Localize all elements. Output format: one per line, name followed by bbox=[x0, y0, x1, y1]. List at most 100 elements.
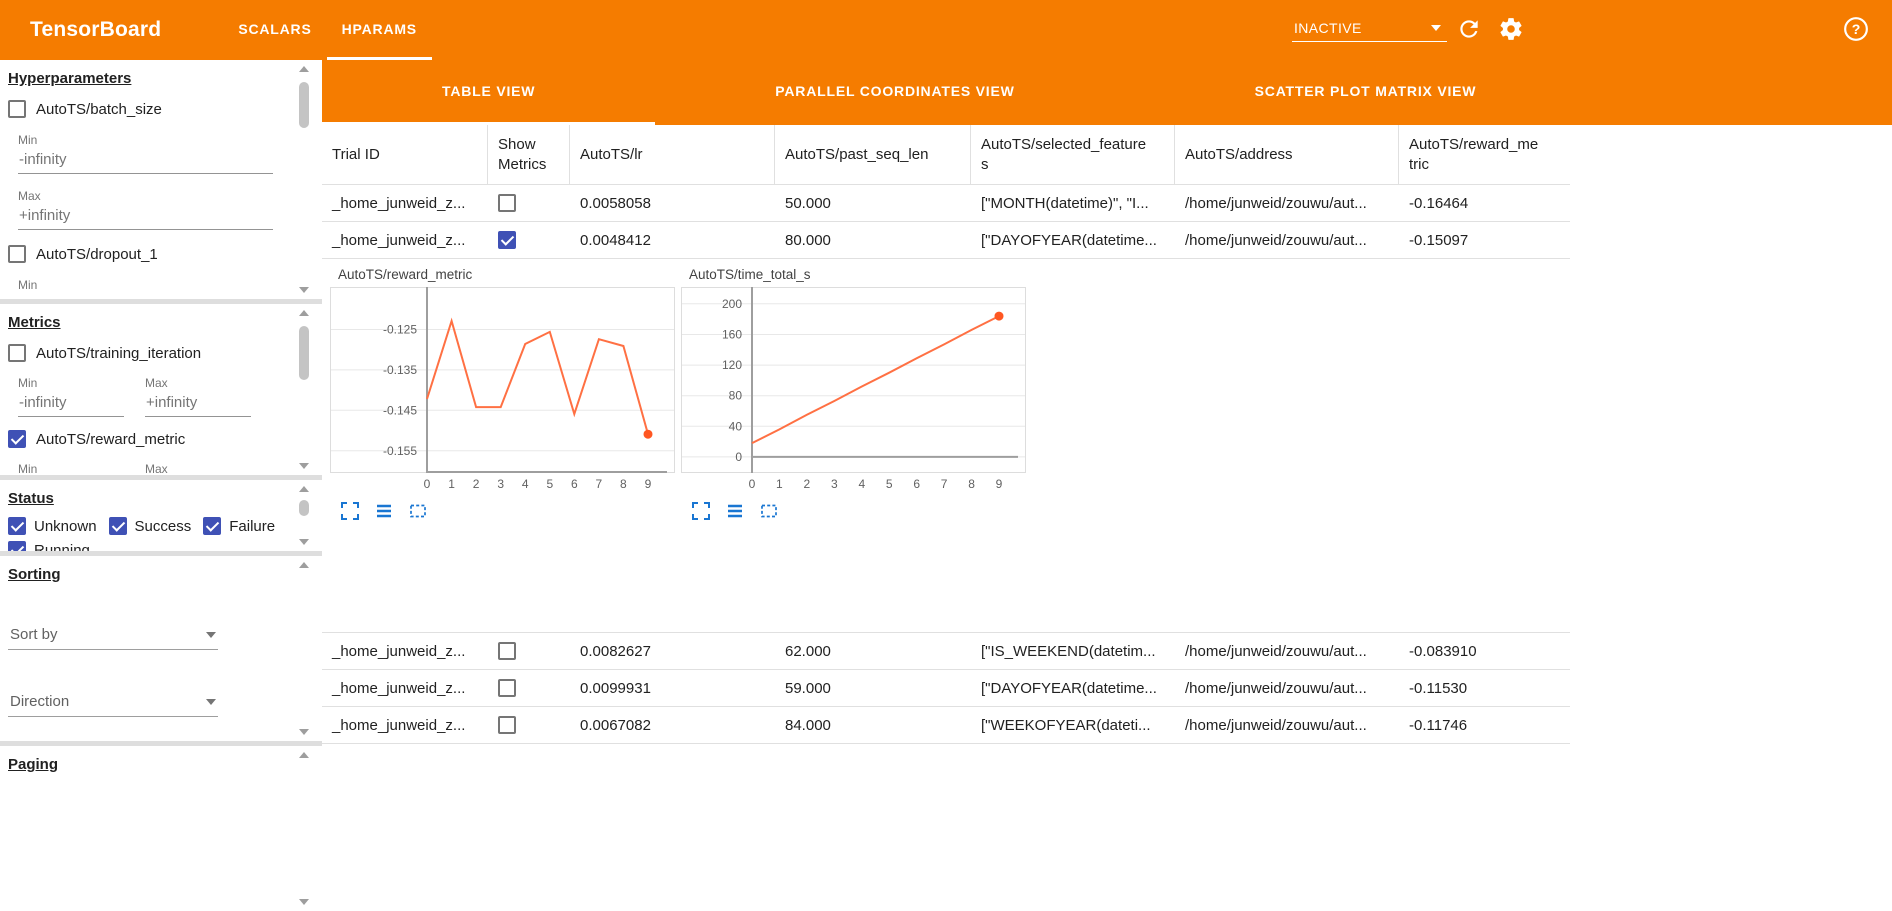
batch-size-min-input[interactable]: -infinity bbox=[18, 150, 273, 174]
main-content: TABLE VIEW PARALLEL COORDINATES VIEW SCA… bbox=[322, 60, 1892, 911]
scrollbar-thumb[interactable] bbox=[299, 500, 309, 516]
cell-show-metrics bbox=[488, 231, 570, 249]
chart-canvas[interactable]: 0 40 80 120 160 200 0 1 2 3 4 5 6 7 8 9 bbox=[681, 287, 1026, 489]
cell-past-seq-len: 80.000 bbox=[785, 231, 831, 249]
status-success-checkbox[interactable] bbox=[108, 517, 127, 535]
svg-text:4: 4 bbox=[522, 477, 529, 489]
min-max-fields: Min -infinity Max +infinity bbox=[8, 376, 292, 417]
direction-select[interactable]: Direction bbox=[8, 690, 218, 717]
scrollbar-thumb[interactable] bbox=[299, 326, 309, 380]
cell-selected-features: ["WEEKOFYEAR(dateti... bbox=[981, 716, 1151, 734]
scroll-up-icon[interactable] bbox=[299, 486, 309, 492]
show-metrics-checkbox[interactable] bbox=[498, 679, 516, 697]
app-toolbar: TensorBoard SCALARS HPARAMS INACTIVE ? bbox=[0, 0, 1892, 60]
status-option-running[interactable]: Running bbox=[8, 541, 90, 551]
hparam-dropout-row[interactable]: AutoTS/dropout_1 bbox=[8, 245, 292, 263]
metric-reward-row[interactable]: AutoTS/reward_metric bbox=[8, 430, 292, 448]
cell-trial-id: _home_junweid_z... bbox=[332, 679, 466, 697]
scrollbar-thumb[interactable] bbox=[299, 82, 309, 128]
refresh-icon bbox=[1460, 20, 1478, 38]
sorting-heading: Sorting bbox=[8, 566, 61, 583]
scroll-down-icon[interactable] bbox=[299, 463, 309, 469]
section-scrollbar[interactable] bbox=[298, 562, 310, 735]
sort-by-select[interactable]: Sort by bbox=[8, 623, 218, 650]
scroll-down-icon[interactable] bbox=[299, 287, 309, 293]
expand-icon[interactable] bbox=[340, 501, 360, 521]
show-metrics-checkbox[interactable] bbox=[498, 642, 516, 660]
show-metrics-checkbox[interactable] bbox=[498, 231, 516, 249]
status-option-unknown[interactable]: Unknown bbox=[8, 517, 97, 535]
scroll-down-icon[interactable] bbox=[299, 729, 309, 735]
marquee-zoom-icon[interactable] bbox=[408, 501, 428, 521]
sidebar-section-paging: Paging bbox=[0, 746, 322, 911]
session-metrics-detail-row: AutoTS/reward_metric -0.125 -0.135 -0.145-… bbox=[322, 259, 1570, 633]
section-scrollbar[interactable] bbox=[298, 66, 310, 293]
marquee-zoom-icon[interactable] bbox=[759, 501, 779, 521]
svg-text:2: 2 bbox=[473, 477, 480, 489]
svg-text:3: 3 bbox=[831, 477, 838, 489]
svg-text:200: 200 bbox=[722, 297, 742, 311]
status-option-failure[interactable]: Failure bbox=[203, 517, 275, 535]
status-unknown-checkbox[interactable] bbox=[8, 517, 26, 535]
settings-button[interactable] bbox=[1498, 16, 1524, 42]
cell-trial-id: _home_junweid_z... bbox=[332, 716, 466, 734]
tab-hparams[interactable]: HPARAMS bbox=[326, 0, 432, 60]
lines-icon[interactable] bbox=[725, 501, 745, 521]
status-running-checkbox[interactable] bbox=[8, 541, 26, 551]
status-option-success[interactable]: Success bbox=[108, 517, 191, 535]
svg-text:6: 6 bbox=[913, 477, 920, 489]
metric-reward-checkbox[interactable] bbox=[8, 430, 26, 448]
tab-scatter-plot-matrix-view[interactable]: SCATTER PLOT MATRIX VIEW bbox=[1254, 83, 1477, 99]
hparam-batch-size-row[interactable]: AutoTS/batch_size bbox=[8, 100, 292, 118]
table-row[interactable]: _home_junweid_z... 0.0082627 62.000 ["IS… bbox=[322, 633, 1570, 670]
svg-text:8: 8 bbox=[968, 477, 975, 489]
batch-size-max-input[interactable]: +infinity bbox=[18, 206, 273, 230]
scroll-down-icon[interactable] bbox=[299, 899, 309, 905]
scroll-up-icon[interactable] bbox=[299, 562, 309, 568]
hparam-dropout-checkbox[interactable] bbox=[8, 245, 26, 263]
scroll-up-icon[interactable] bbox=[299, 310, 309, 316]
cell-show-metrics bbox=[488, 642, 570, 660]
show-metrics-checkbox[interactable] bbox=[498, 194, 516, 212]
section-scrollbar[interactable] bbox=[298, 486, 310, 545]
cell-lr: 0.0058058 bbox=[580, 194, 651, 212]
status-failure-checkbox[interactable] bbox=[203, 517, 222, 535]
refresh-button[interactable] bbox=[1456, 16, 1482, 42]
section-scrollbar[interactable] bbox=[298, 310, 310, 469]
metric-training-iteration-row[interactable]: AutoTS/training_iteration bbox=[8, 344, 292, 362]
cell-past-seq-len: 59.000 bbox=[785, 679, 831, 697]
scroll-down-icon[interactable] bbox=[299, 539, 309, 545]
chart-canvas[interactable]: -0.125 -0.135 -0.145 -0.155 0 1 2 3 4 5 6 7 8 9 bbox=[330, 287, 675, 489]
svg-text:80: 80 bbox=[729, 389, 743, 403]
expand-icon[interactable] bbox=[691, 501, 711, 521]
metric-min-input[interactable]: -infinity bbox=[18, 393, 124, 417]
help-button[interactable]: ? bbox=[1843, 16, 1869, 42]
metric-training-iteration-checkbox[interactable] bbox=[8, 344, 26, 362]
max-label: Max bbox=[145, 376, 168, 390]
scroll-up-icon[interactable] bbox=[299, 66, 309, 72]
cell-show-metrics bbox=[488, 194, 570, 212]
chevron-down-icon bbox=[206, 631, 216, 638]
table-row[interactable]: _home_junweid_z... 0.0058058 50.000 ["MO… bbox=[322, 185, 1570, 222]
metric-max-input[interactable]: +infinity bbox=[145, 393, 251, 417]
reload-mode-select[interactable]: INACTIVE bbox=[1292, 14, 1447, 42]
scroll-up-icon[interactable] bbox=[299, 752, 309, 758]
tab-table-view[interactable]: TABLE VIEW bbox=[322, 60, 656, 125]
hparam-batch-size-checkbox[interactable] bbox=[8, 100, 26, 118]
show-metrics-checkbox[interactable] bbox=[498, 716, 516, 734]
table-row[interactable]: _home_junweid_z... 0.0067082 84.000 ["WE… bbox=[322, 707, 1570, 744]
cell-address: /home/junweid/zouwu/aut... bbox=[1185, 231, 1367, 249]
column-header-show-metrics: Show Metrics bbox=[488, 125, 570, 184]
tab-parallel-coordinates-view[interactable]: PARALLEL COORDINATES VIEW bbox=[775, 83, 1015, 99]
max-label: Max bbox=[145, 462, 168, 475]
metric-reward-label: AutoTS/reward_metric bbox=[36, 430, 186, 448]
tab-scalars[interactable]: SCALARS bbox=[238, 20, 312, 37]
cell-trial-id: _home_junweid_z... bbox=[332, 194, 466, 212]
column-header-past-seq-len: AutoTS/past_seq_len bbox=[775, 125, 971, 184]
table-row[interactable]: _home_junweid_z... 0.0099931 59.000 ["DA… bbox=[322, 670, 1570, 707]
section-scrollbar[interactable] bbox=[298, 752, 310, 905]
table-row[interactable]: _home_junweid_z... 0.0048412 80.000 ["DA… bbox=[322, 222, 1570, 259]
sidebar-section-metrics: Metrics AutoTS/training_iteration Min -i… bbox=[0, 304, 322, 475]
svg-text:5: 5 bbox=[546, 477, 553, 489]
lines-icon[interactable] bbox=[374, 501, 394, 521]
